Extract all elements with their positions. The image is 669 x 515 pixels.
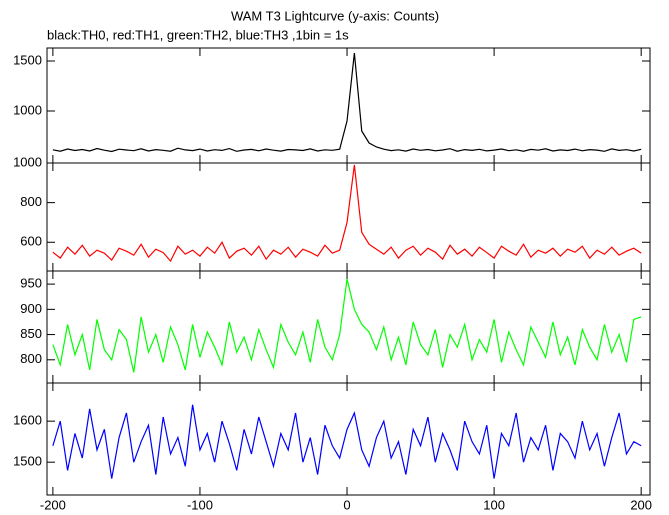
x-tick-label: -200 bbox=[40, 497, 66, 512]
x-tick-label: 0 bbox=[343, 497, 350, 512]
x-tick-label: 200 bbox=[630, 497, 652, 512]
lightcurve-line bbox=[52, 164, 642, 263]
lightcurve-line bbox=[52, 52, 642, 153]
y-tick-label: 1000 bbox=[13, 154, 42, 169]
y-tick-label: 800 bbox=[20, 194, 42, 209]
x-tick-label: 100 bbox=[483, 497, 505, 512]
panel-frame bbox=[46, 382, 651, 496]
y-tick-label: 950 bbox=[20, 276, 42, 291]
y-tick-label: 900 bbox=[20, 301, 42, 316]
y-tick-label: 1500 bbox=[13, 454, 42, 469]
chart-subtitle: black:TH0, red:TH1, green:TH2, blue:TH3 … bbox=[47, 27, 349, 42]
y-tick-label: 1600 bbox=[13, 413, 42, 428]
y-tick-label: 800 bbox=[20, 351, 42, 366]
lightcurve-line bbox=[52, 404, 642, 479]
y-tick-label: 1000 bbox=[13, 102, 42, 117]
y-tick-label: 850 bbox=[20, 326, 42, 341]
lightcurve-line bbox=[52, 278, 642, 373]
chart-title: WAM T3 Lightcurve (y-axis: Counts) bbox=[231, 8, 439, 23]
x-tick-label: -100 bbox=[187, 497, 213, 512]
y-tick-label: 1500 bbox=[13, 52, 42, 67]
y-tick-label: 600 bbox=[20, 234, 42, 249]
panel-frame bbox=[46, 270, 651, 384]
